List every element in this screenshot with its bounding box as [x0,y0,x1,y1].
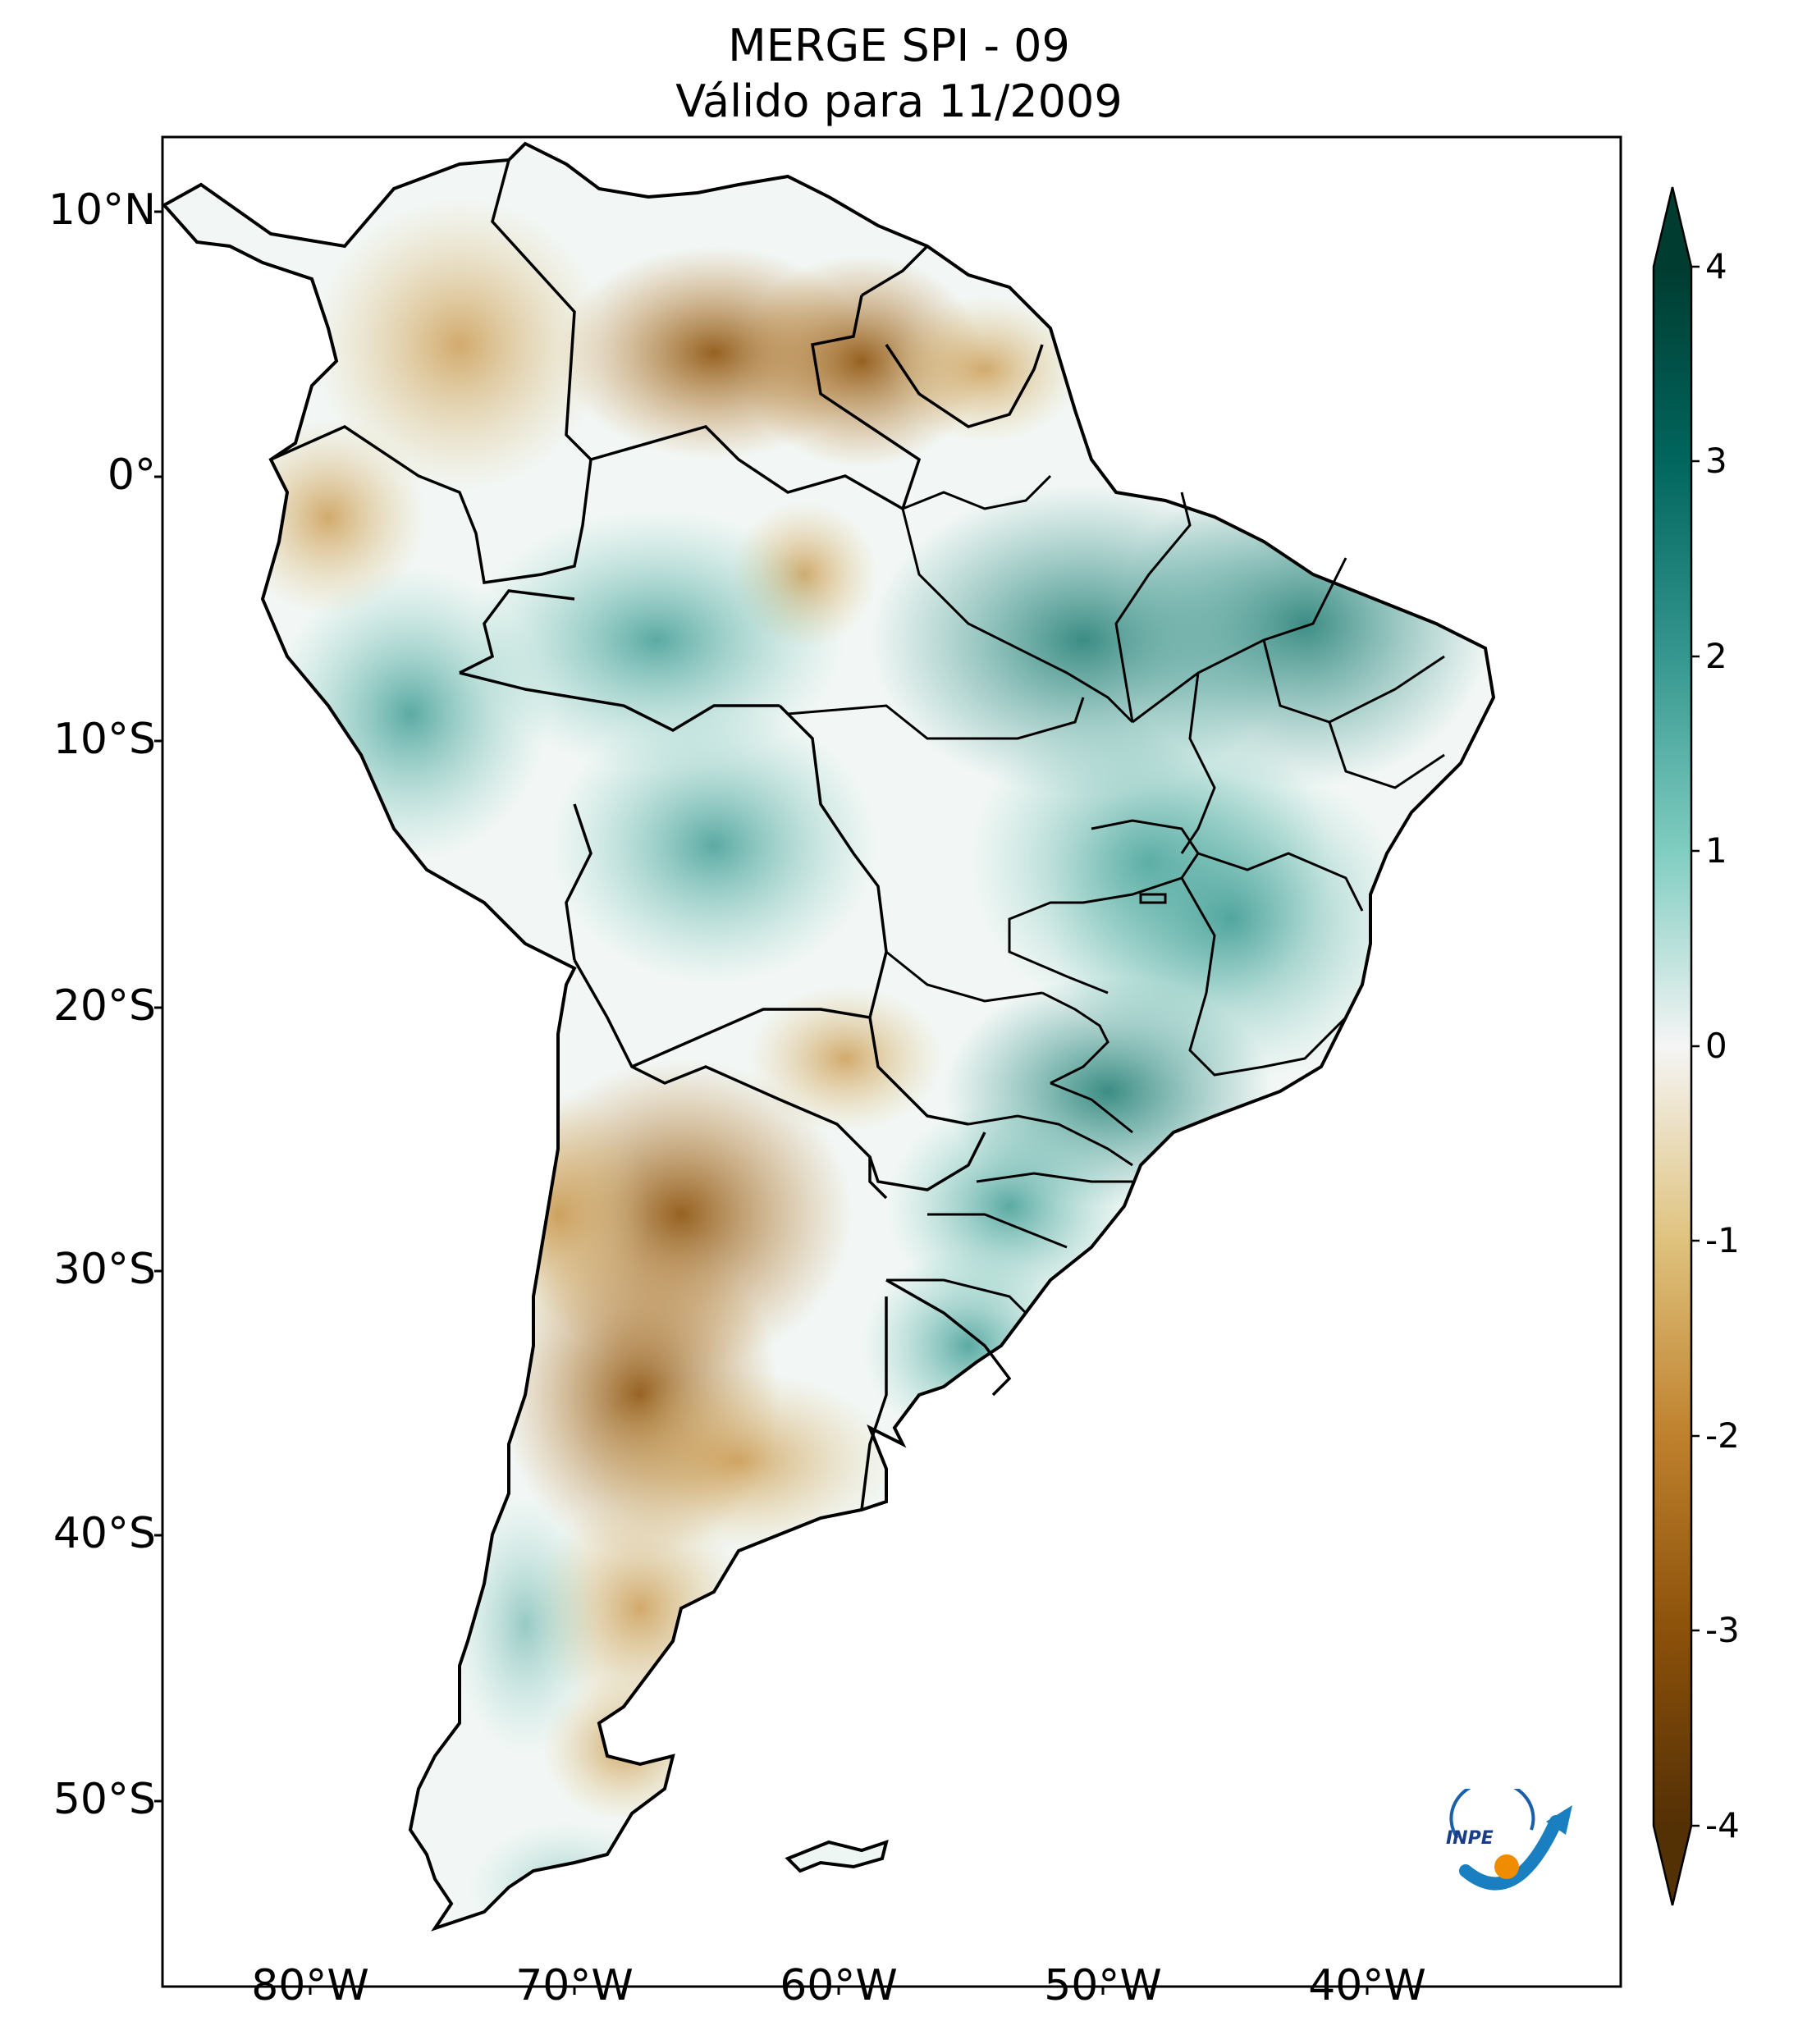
colorbar-tick-label: 3 [1705,441,1727,481]
map-frame [161,135,1622,1988]
coastline [161,141,1496,1932]
lat-tick-label: 50°S [53,1775,156,1824]
inpe-logo: INPE [1441,1780,1581,1904]
country-borders [270,159,1044,1511]
colorbar-extend-min [1654,1826,1691,1905]
axis-tick-marks [154,210,1369,1995]
lat-tick-label: 20°S [53,981,156,1031]
colorbar-extend-max [1654,187,1691,267]
lon-tick-label: 80°W [251,1961,369,2010]
lat-tick-label: 30°S [53,1245,156,1294]
inpe-logo-text: INPE [1446,1828,1494,1849]
colorbar-tick-label: 2 [1705,636,1727,676]
chart-title: MERGE SPI - 09 [728,20,1070,71]
lat-tick-label: 10°S [53,715,156,764]
colorbar-tick-label: 4 [1705,246,1727,286]
lon-tick-label: 40°W [1308,1961,1426,2010]
colorbar-tick-label: -1 [1705,1220,1740,1260]
colorbar [1652,186,1700,1906]
colorbar-tick-label: -4 [1705,1805,1740,1845]
lon-tick-label: 70°W [515,1961,634,2010]
colorbar-tick-label: -3 [1705,1610,1740,1650]
lat-tick-label: 0° [107,450,156,500]
chart-subtitle: Válido para 11/2009 [675,75,1123,127]
lat-tick-label: 40°S [53,1509,156,1558]
lon-tick-label: 50°W [1044,1961,1162,2010]
state-borders [787,474,1445,1315]
colorbar-tick-label: 1 [1705,830,1727,871]
colorbar-gradient [1654,267,1691,1826]
colorbar-tick-label: -2 [1705,1415,1740,1456]
colorbar-tick-label: 0 [1705,1026,1727,1066]
lon-tick-label: 60°W [780,1961,898,2010]
lat-tick-label: 10°N [48,185,156,235]
falkland-islands [785,1839,889,1873]
